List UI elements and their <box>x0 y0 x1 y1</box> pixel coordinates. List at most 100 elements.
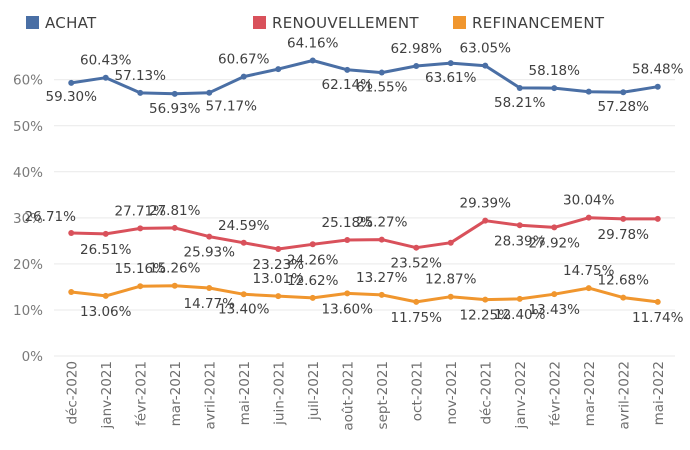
data-label: 60.67% <box>218 52 270 68</box>
data-label: 57.13% <box>115 68 167 84</box>
data-label: 29.78% <box>598 227 650 243</box>
data-point <box>516 295 523 302</box>
data-point <box>447 239 454 246</box>
data-label: 58.48% <box>632 62 684 78</box>
y-tick-label: 30% <box>13 211 43 227</box>
x-tick-label: déc-2020 <box>64 361 80 425</box>
data-label: 27.92% <box>529 235 581 251</box>
data-label: 25.18% <box>322 215 374 231</box>
y-tick-label: 0% <box>22 349 44 365</box>
data-label: 63.61% <box>425 70 477 86</box>
data-point <box>206 233 213 240</box>
series-line <box>69 59 660 96</box>
data-label: 12.25% <box>460 308 512 324</box>
data-point <box>378 236 385 243</box>
data-point <box>68 230 75 237</box>
data-label: 28.39% <box>494 233 546 249</box>
data-labels: 59.30% 60.43%57.13% 56.93% 57.17% 60.67% 64.1… <box>25 36 684 326</box>
data-point <box>275 66 282 73</box>
data-point <box>344 237 351 244</box>
data-point <box>275 293 282 300</box>
data-label: 26.51% <box>80 242 132 258</box>
data-label: 12.40% <box>494 307 546 323</box>
data-label: 13.40% <box>218 301 270 317</box>
data-label: 56.93% <box>149 101 201 117</box>
data-point <box>206 284 213 291</box>
data-point <box>413 62 420 69</box>
data-point <box>551 85 558 92</box>
data-label: 24.59% <box>218 218 270 234</box>
x-tick-label: mai-2022 <box>651 361 667 425</box>
y-tick-label: 40% <box>13 165 43 181</box>
data-label: 13.01% <box>253 271 305 287</box>
y-tick-label: 20% <box>13 257 43 273</box>
data-label: 64.16% <box>287 36 339 52</box>
y-tick-label: 50% <box>13 119 43 135</box>
x-tick-label: avril-2021 <box>202 361 218 430</box>
data-point <box>413 244 420 251</box>
data-label: 26.71% <box>25 209 77 225</box>
x-tick-label: janv-2021 <box>99 361 115 429</box>
data-label: 15.16% <box>115 261 167 277</box>
data-point <box>378 69 385 76</box>
data-point <box>240 239 247 246</box>
data-label: 57.17% <box>206 99 258 115</box>
legend-swatch <box>253 16 266 29</box>
data-label: 60.43% <box>80 53 132 69</box>
data-label: 57.28% <box>598 99 650 115</box>
x-tick-label: janv-2022 <box>513 361 529 429</box>
data-label: 24.26% <box>287 252 339 268</box>
data-point <box>137 89 144 96</box>
data-point <box>620 215 627 222</box>
data-point <box>447 60 454 67</box>
data-label: 14.77% <box>184 296 236 312</box>
data-point <box>378 291 385 298</box>
data-point <box>309 241 316 248</box>
data-label: 63.05% <box>460 41 512 57</box>
data-point <box>240 291 247 298</box>
data-point <box>654 298 661 305</box>
data-point <box>171 90 178 97</box>
data-point <box>344 290 351 297</box>
data-label: 11.74% <box>632 310 684 326</box>
data-label: 25.27% <box>356 215 408 231</box>
data-point <box>171 282 178 289</box>
x-tick-label: oct-2021 <box>409 361 425 421</box>
x-tick-label: juin-2021 <box>271 361 287 426</box>
x-tick-label: mar-2021 <box>168 361 184 426</box>
x-tick-label: mar-2022 <box>582 361 598 426</box>
data-label: 58.21% <box>494 95 546 111</box>
data-point <box>102 74 109 81</box>
x-tick-label: déc-2021 <box>478 361 494 425</box>
data-point <box>206 89 213 96</box>
data-label: 12.62% <box>287 273 339 289</box>
data-label: 61.55% <box>356 80 408 96</box>
data-point <box>413 298 420 305</box>
series-layer <box>68 57 661 305</box>
data-label: 62.14% <box>322 77 374 93</box>
legend-label: ACHAT <box>45 14 97 32</box>
x-tick-label: août-2021 <box>340 361 356 431</box>
data-point <box>68 288 75 295</box>
data-point <box>585 285 592 292</box>
data-point <box>137 283 144 290</box>
data-label: 30.04% <box>563 193 615 209</box>
x-tick-label: nov-2021 <box>444 361 460 425</box>
data-point <box>275 246 282 253</box>
data-point <box>102 230 109 237</box>
data-label: 13.06% <box>80 304 132 320</box>
data-point <box>482 217 489 224</box>
data-point <box>516 84 523 91</box>
data-point <box>585 88 592 95</box>
series-line <box>69 284 660 304</box>
legend-item: REFINANCEMENT <box>453 14 605 32</box>
data-point <box>620 89 627 96</box>
y-tick-label: 10% <box>13 303 43 319</box>
data-label: 13.43% <box>529 302 581 318</box>
data-label: 11.75% <box>391 310 443 326</box>
x-tick-label: avril-2022 <box>616 361 632 430</box>
x-tick-label: juil-2021 <box>306 361 322 421</box>
legend-swatch <box>453 16 466 29</box>
data-point <box>309 294 316 301</box>
